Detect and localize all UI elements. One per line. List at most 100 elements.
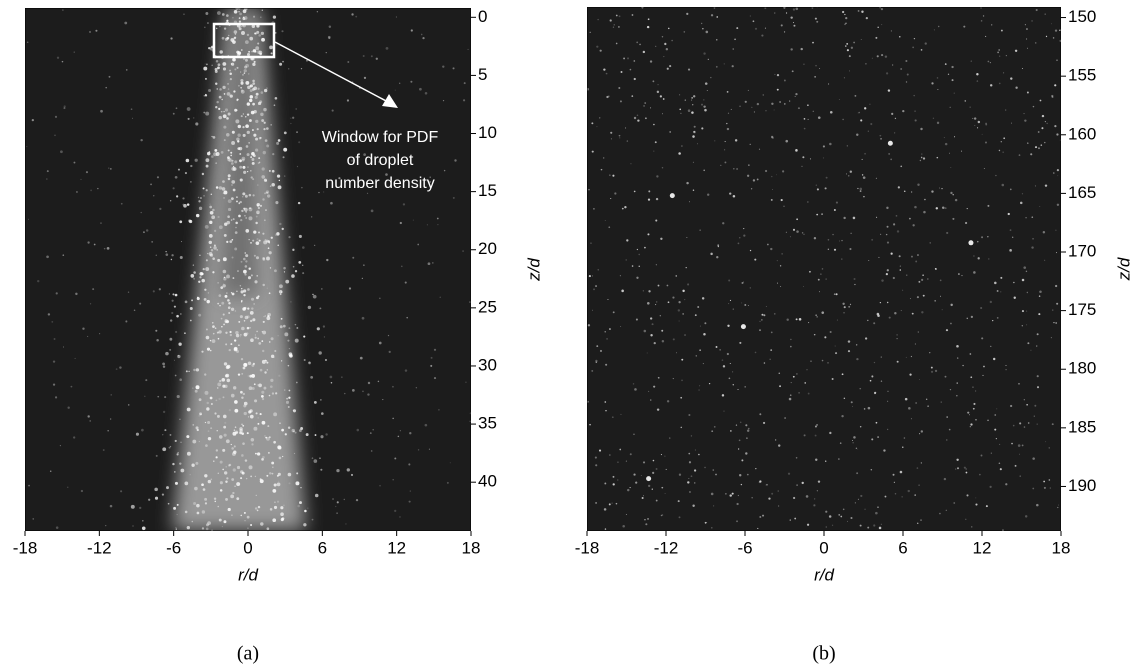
droplet <box>161 493 165 496</box>
droplet <box>215 186 219 189</box>
droplet <box>1019 201 1023 205</box>
droplet <box>678 473 682 476</box>
droplet <box>174 439 177 443</box>
droplet <box>174 175 178 179</box>
droplet <box>970 376 973 379</box>
droplet <box>255 412 258 415</box>
droplet <box>223 276 226 279</box>
droplet <box>831 524 834 526</box>
droplet <box>442 99 445 102</box>
droplet <box>969 426 971 428</box>
droplet <box>165 351 169 356</box>
droplet <box>93 243 96 246</box>
droplet <box>796 230 799 233</box>
droplet <box>172 112 175 115</box>
droplet <box>222 448 226 452</box>
droplet <box>813 504 816 507</box>
droplet <box>770 349 773 351</box>
droplet <box>244 306 247 310</box>
droplet <box>243 72 246 74</box>
droplet <box>125 69 128 71</box>
droplet <box>257 422 260 425</box>
droplet <box>241 372 244 375</box>
droplet <box>648 190 651 193</box>
droplet <box>268 292 271 295</box>
droplet <box>724 140 726 143</box>
droplet <box>186 451 191 456</box>
droplet <box>681 145 683 147</box>
droplet <box>792 228 796 231</box>
droplet <box>629 68 632 71</box>
droplet <box>261 331 263 333</box>
droplet <box>910 418 913 420</box>
droplet <box>731 65 734 68</box>
droplet <box>615 42 618 45</box>
droplet <box>227 156 230 160</box>
droplet <box>202 268 205 271</box>
droplet <box>212 257 215 261</box>
droplet <box>958 273 960 275</box>
image-background <box>587 7 1061 531</box>
droplet <box>375 57 378 60</box>
droplet <box>215 162 218 165</box>
droplet <box>820 273 822 275</box>
droplet <box>258 231 260 234</box>
annotation-text: number density <box>325 175 434 192</box>
droplet <box>179 256 183 260</box>
droplet <box>655 197 659 201</box>
droplet <box>667 301 670 304</box>
droplet <box>328 37 331 40</box>
droplet <box>240 89 245 94</box>
droplet <box>214 148 218 152</box>
droplet <box>662 98 665 100</box>
droplet <box>757 527 759 530</box>
droplet <box>264 139 268 142</box>
droplet <box>1036 386 1040 389</box>
droplet <box>226 133 230 137</box>
droplet <box>288 396 291 399</box>
droplet <box>747 305 749 307</box>
droplet <box>805 495 809 498</box>
droplet <box>225 466 227 468</box>
droplet <box>833 293 836 295</box>
droplet <box>731 492 734 495</box>
droplet <box>278 374 281 377</box>
droplet <box>258 157 261 159</box>
droplet <box>680 426 683 429</box>
droplet <box>244 40 249 45</box>
droplet <box>295 108 297 110</box>
droplet <box>995 438 997 440</box>
droplet <box>697 143 698 145</box>
droplet <box>195 426 199 430</box>
droplet <box>260 16 262 19</box>
droplet <box>253 426 258 431</box>
droplet <box>180 468 185 473</box>
droplet <box>951 79 954 82</box>
droplet <box>177 354 181 359</box>
droplet <box>617 461 619 463</box>
droplet <box>192 387 194 389</box>
droplet <box>201 278 205 283</box>
droplet <box>244 265 248 268</box>
droplet <box>250 338 254 343</box>
droplet <box>896 334 898 336</box>
droplet <box>937 88 939 90</box>
droplet <box>597 18 599 21</box>
droplet <box>336 512 338 514</box>
droplet <box>737 242 740 245</box>
droplet <box>1005 369 1007 371</box>
droplet <box>170 37 173 40</box>
droplet <box>880 8 884 11</box>
droplet <box>686 236 688 238</box>
droplet <box>88 30 92 34</box>
droplet <box>203 297 207 301</box>
droplet <box>218 107 221 110</box>
droplet <box>294 270 298 273</box>
droplet <box>232 188 236 192</box>
droplet <box>212 208 215 212</box>
droplet <box>62 254 65 257</box>
droplet <box>917 522 919 524</box>
droplet <box>288 236 291 239</box>
droplet <box>371 161 373 163</box>
droplet <box>287 364 290 367</box>
